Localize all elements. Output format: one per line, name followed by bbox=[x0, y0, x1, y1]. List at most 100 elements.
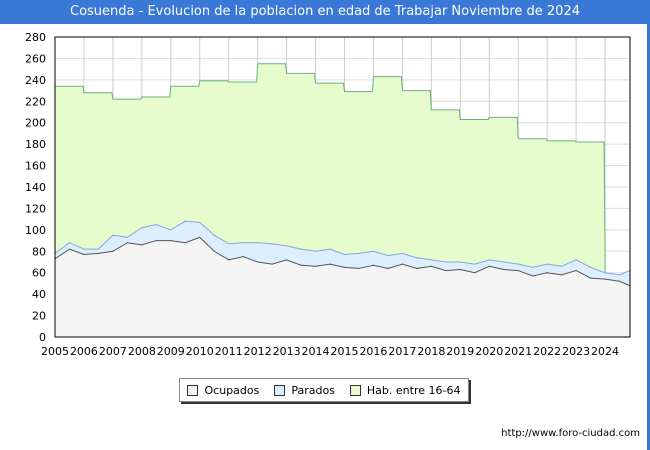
legend-item-hab: Hab. entre 16-64 bbox=[349, 384, 460, 397]
series-parados-point bbox=[286, 245, 288, 247]
series-ocupados-point bbox=[372, 264, 375, 266]
series-parados-point bbox=[401, 252, 403, 255]
x-tick-label: 2014 bbox=[302, 345, 330, 358]
series-ocupados-point bbox=[170, 239, 172, 242]
legend-label: Parados bbox=[291, 383, 335, 397]
x-tick-label: 2024 bbox=[591, 345, 619, 358]
series-parados-point bbox=[589, 266, 592, 268]
chart-title: Cosuenda - Evolucion de la poblacion en … bbox=[0, 0, 650, 24]
series-ocupados-point bbox=[300, 264, 302, 266]
x-tick-label: 2009 bbox=[157, 345, 185, 358]
series-ocupados-point bbox=[213, 250, 215, 252]
series-ocupados-point bbox=[532, 275, 534, 277]
x-tick-label: 2021 bbox=[504, 345, 532, 358]
series-parados-point bbox=[604, 272, 606, 274]
series-parados-point bbox=[445, 261, 447, 263]
series-ocupados-point bbox=[199, 236, 201, 238]
series-parados-point bbox=[575, 259, 577, 261]
y-tick-label: 140 bbox=[25, 181, 46, 194]
y-tick-label: 120 bbox=[25, 202, 46, 215]
series-parados-point bbox=[126, 236, 128, 238]
y-tick-label: 240 bbox=[25, 74, 46, 87]
series-ocupados-area bbox=[55, 237, 630, 337]
x-tick-label: 2015 bbox=[331, 345, 359, 358]
series-ocupados-point bbox=[314, 265, 317, 267]
series-ocupados-point bbox=[358, 267, 360, 270]
series-ocupados-point bbox=[126, 242, 128, 244]
y-tick-label: 200 bbox=[25, 117, 46, 130]
series-parados-point bbox=[213, 234, 215, 236]
series-ocupados-point bbox=[68, 248, 71, 250]
series-parados-point bbox=[343, 253, 346, 256]
series-ocupados-point bbox=[141, 244, 143, 246]
x-tick-label: 2020 bbox=[475, 345, 503, 358]
x-tick-label: 2018 bbox=[417, 345, 445, 358]
series-ocupados-point bbox=[97, 252, 100, 255]
x-tick-label: 2008 bbox=[128, 345, 156, 358]
series-ocupados-point bbox=[604, 278, 606, 280]
x-tick-label: 2011 bbox=[215, 345, 243, 358]
series-ocupados-point bbox=[474, 272, 476, 274]
series-parados-point bbox=[532, 266, 534, 268]
x-tick-label: 2023 bbox=[562, 345, 590, 358]
x-tick-label: 2007 bbox=[99, 345, 127, 358]
series-ocupados-point bbox=[257, 261, 259, 263]
series-ocupados-point bbox=[329, 263, 331, 265]
series-ocupados-point bbox=[503, 268, 505, 271]
source-link[interactable]: http://www.foro-ciudad.com bbox=[501, 428, 640, 439]
series-ocupados-point bbox=[517, 269, 519, 272]
series-ocupados-point bbox=[401, 263, 403, 265]
series-ocupados-point bbox=[343, 266, 346, 268]
series-ocupados-point bbox=[242, 256, 244, 258]
x-tick-label: 2006 bbox=[70, 345, 98, 358]
x-tick-label: 2005 bbox=[41, 345, 69, 358]
series-parados-point bbox=[488, 259, 490, 261]
series-parados-point bbox=[459, 261, 461, 263]
series-parados-point bbox=[358, 252, 360, 255]
series-ocupados-point bbox=[589, 277, 592, 279]
series-ocupados-point bbox=[430, 265, 432, 267]
series-parados-point bbox=[97, 248, 100, 250]
series-ocupados-point bbox=[387, 267, 389, 270]
series-parados-point bbox=[314, 250, 317, 252]
series-parados-point bbox=[300, 248, 302, 250]
series-parados-point bbox=[242, 242, 244, 244]
series-ocupados-point bbox=[416, 267, 418, 270]
y-tick-label: 180 bbox=[25, 138, 46, 151]
series-parados-point bbox=[184, 220, 186, 222]
series-parados-point bbox=[155, 223, 157, 226]
y-tick-label: 280 bbox=[25, 31, 46, 44]
y-tick-label: 80 bbox=[32, 245, 46, 258]
y-tick-label: 40 bbox=[32, 288, 46, 301]
series-parados-point bbox=[430, 259, 432, 261]
series-parados-point bbox=[474, 263, 476, 265]
x-tick-label: 2013 bbox=[273, 345, 301, 358]
series-ocupados-point bbox=[445, 269, 447, 272]
y-tick-label: 220 bbox=[25, 95, 46, 108]
series-parados-point bbox=[546, 263, 548, 265]
chart-frame bbox=[0, 24, 650, 450]
series-parados-point bbox=[83, 248, 85, 250]
series-ocupados-point bbox=[618, 280, 621, 282]
x-tick-label: 2017 bbox=[388, 345, 416, 358]
series-parados-point bbox=[618, 274, 621, 276]
series-ocupados-point bbox=[561, 274, 563, 276]
x-tick-label: 2010 bbox=[186, 345, 214, 358]
series-ocupados-point bbox=[546, 272, 548, 274]
series-ocupados-point bbox=[83, 253, 85, 256]
series-parados-point bbox=[416, 257, 418, 259]
series-ocupados-point bbox=[155, 239, 157, 242]
x-tick-label: 2012 bbox=[244, 345, 272, 358]
legend: Ocupados Parados Hab. entre 16-64 bbox=[179, 378, 469, 402]
series-parados-point bbox=[372, 250, 375, 252]
series-parados-point bbox=[141, 227, 143, 229]
legend-item-ocupados: Ocupados bbox=[187, 384, 259, 397]
series-parados-point bbox=[387, 254, 389, 257]
y-tick-label: 100 bbox=[25, 224, 46, 237]
series-parados-point bbox=[199, 221, 201, 223]
series-ocupados-point bbox=[459, 268, 461, 271]
y-tick-label: 60 bbox=[32, 267, 46, 280]
series-ocupados-point bbox=[575, 269, 577, 272]
series-parados-point bbox=[68, 242, 71, 244]
